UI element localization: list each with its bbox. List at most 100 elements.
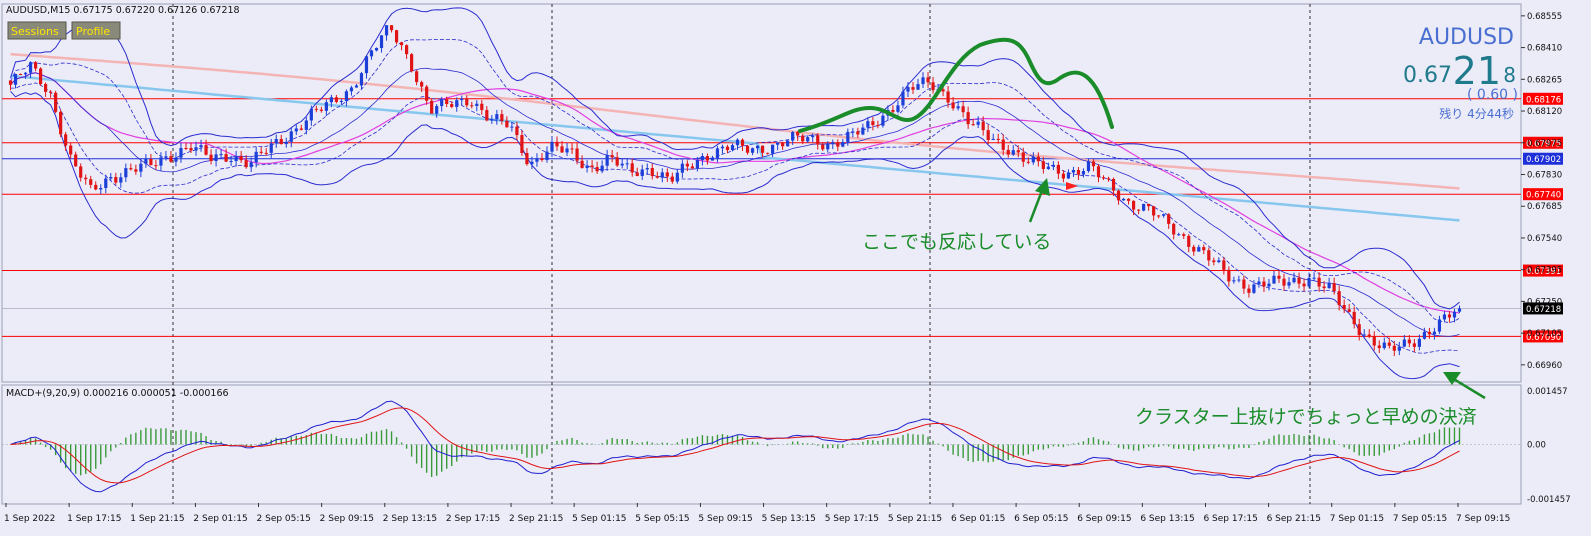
y-tick-label: 0.68410 — [1527, 44, 1562, 54]
candle-body — [640, 169, 644, 176]
candle-body — [1081, 171, 1086, 175]
candle-body — [645, 168, 649, 170]
candle-body — [1011, 150, 1015, 155]
candle-body — [515, 126, 519, 136]
candle-body — [836, 142, 840, 147]
x-tick-label: 1 Sep 17:15 — [67, 514, 121, 524]
candle-body — [154, 165, 158, 167]
candle-body — [369, 50, 374, 57]
candle-body — [339, 101, 344, 103]
candle-body — [1021, 152, 1025, 162]
candle-body — [670, 176, 674, 182]
reaction-arrow-line — [1028, 187, 1045, 223]
y-tick-label: 0.67975 — [1527, 139, 1562, 149]
candle-body — [1392, 345, 1396, 351]
candle-body — [735, 139, 740, 146]
candle-body — [1207, 250, 1211, 261]
candle-body — [324, 102, 328, 111]
candle-body — [1457, 308, 1462, 312]
y-tick-label: 0.68120 — [1527, 107, 1562, 117]
quote-spread: ( 0.60 ) — [1467, 87, 1518, 103]
candle-body — [219, 154, 223, 156]
candle-body — [124, 168, 128, 178]
profile-button[interactable]: Profile — [71, 21, 121, 40]
candle-body — [1247, 288, 1251, 293]
band-middle — [10, 67, 1460, 337]
candle-body — [680, 163, 684, 173]
candle-body — [460, 98, 464, 101]
candle-body — [600, 165, 604, 172]
candle-body — [1026, 161, 1030, 163]
candle-body — [410, 54, 414, 72]
ma-long-pink — [10, 52, 1460, 190]
candle-body — [1407, 339, 1411, 344]
candle-body — [279, 139, 283, 145]
x-tick-label: 5 Sep 17:15 — [825, 514, 879, 524]
annotation-drawings — [798, 37, 1486, 400]
reaction-arrow-head — [1035, 178, 1050, 196]
candle-body — [911, 87, 915, 90]
candle-body — [1397, 346, 1401, 351]
candle-body — [294, 128, 298, 132]
x-tick-label: 6 Sep 09:15 — [1077, 514, 1131, 524]
candle-body — [1066, 172, 1071, 179]
candle-body — [715, 148, 720, 159]
candle-body — [475, 103, 479, 106]
ma-long-blue — [10, 74, 1460, 222]
candle-body — [695, 160, 699, 169]
candle-body — [615, 157, 619, 166]
candle-body — [1192, 246, 1196, 252]
sessions-button[interactable]: Sessions — [7, 21, 67, 40]
level-price-tag — [1523, 136, 1563, 149]
candle-body — [891, 109, 895, 112]
candle-body — [1452, 311, 1457, 318]
candle-body — [389, 25, 394, 31]
candle-body — [470, 105, 474, 107]
annotation-exit: クラスター上抜けでちょっと早めの決済 — [1135, 406, 1477, 428]
candle-body — [550, 141, 554, 152]
candle-body — [540, 158, 544, 161]
candle-body — [650, 168, 654, 177]
candle-body — [625, 163, 629, 165]
candle-body — [314, 108, 318, 110]
candle-body — [1252, 284, 1256, 293]
candle-body — [1116, 190, 1121, 201]
candle-body — [329, 97, 333, 103]
candle-body — [79, 166, 83, 178]
quote-price: 0.67 21 8 — [1403, 49, 1516, 93]
candle-body — [861, 127, 865, 135]
candle-body — [806, 137, 810, 142]
candle-body — [1402, 339, 1406, 347]
candle-body — [425, 86, 429, 101]
candle-body — [1282, 278, 1286, 286]
candle-body — [791, 132, 795, 141]
candle-body — [826, 143, 830, 150]
candle-body — [214, 154, 218, 162]
candle-body — [164, 156, 168, 158]
candle-body — [1232, 280, 1236, 282]
candle-body — [505, 120, 509, 128]
candle-body — [49, 91, 53, 93]
candle-body — [1272, 275, 1276, 284]
candle-body — [700, 156, 705, 161]
candle-body — [144, 158, 148, 164]
candle-body — [655, 176, 659, 178]
y-tick-label: 0.67395 — [1527, 266, 1562, 276]
candle-body — [334, 97, 339, 102]
candle-body — [660, 172, 664, 178]
candle-body — [996, 138, 1000, 140]
candle-body — [94, 184, 98, 190]
candle-body — [896, 105, 900, 112]
candle-body — [946, 91, 950, 103]
y-tick-label: 0.67830 — [1527, 170, 1562, 180]
candle-body — [204, 145, 208, 155]
level-price-tag — [1523, 264, 1563, 277]
candle-body — [595, 167, 599, 172]
candle-body — [1187, 235, 1191, 247]
candle-body — [379, 35, 384, 48]
candle-body — [961, 106, 965, 113]
candle-body — [1362, 334, 1366, 336]
candle-body — [59, 111, 63, 135]
